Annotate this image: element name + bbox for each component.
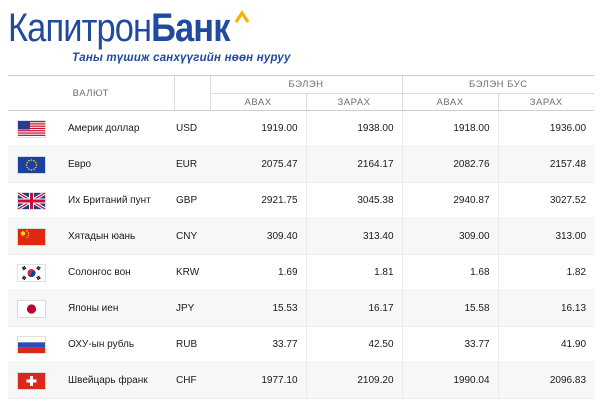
noncash-buy-rate: 1990.04 [402,362,499,399]
rate-row-cny: Хятадын юань CNY 309.40 313.40 309.00 313.00 [8,218,595,255]
cash-sell-rate: 1.81 [306,254,403,291]
bank-name: КапитронБанк [8,4,230,52]
noncash-sell-rate: 3027.52 [498,182,595,219]
currency-name: Америк доллар [60,110,175,147]
flag-cell [8,362,60,399]
flag-cell [8,218,60,255]
noncash-sell-rate: 41.90 [498,326,595,363]
cash-buy-rate: 1919.00 [210,110,307,147]
noncash-sell-rate: 1.82 [498,254,595,291]
noncash-buy-header: АВАХ [402,93,499,111]
noncash-buy-rate: 15.58 [402,290,499,327]
currency-name: Солонгос вон [60,254,175,291]
cash-buy-rate: 15.53 [210,290,307,327]
noncash-sell-rate: 2157.48 [498,146,595,183]
gb-flag-icon [18,192,45,209]
noncash-header: БЭЛЭН БУС [468,79,528,90]
jp-flag-icon [18,300,45,317]
currency-code: CHF [174,362,211,399]
eu-flag-icon [18,156,45,173]
noncash-buy-rate: 309.00 [402,218,499,255]
rate-row-usd: Америк доллар USD 1919.00 1938.00 1918.00 193… [8,110,595,147]
rate-row-jpy: Японы иен JPY 15.53 16.17 15.58 16.13 [8,290,595,327]
kr-flag-icon [18,264,45,281]
currency-code: KRW [174,254,211,291]
noncash-buy-rate: 1918.00 [402,110,499,147]
cash-sell-rate: 1938.00 [306,110,403,147]
bank-logo: КапитронБанк Таны түшиж санхүүгийн нөөн … [8,4,290,72]
exchange-rate-table: ВАЛЮТ БЭЛЭН БЭЛЭН БУС АВАХ ЗАРАХ АВАХ ЗА… [8,75,595,412]
currency-code: RUB [174,326,211,363]
bank-name-part1: Капитрон [8,6,152,50]
cash-sell-rate: 16.17 [306,290,403,327]
ch-flag-icon [18,372,45,389]
currency-code: USD [174,110,211,147]
currency-name: ОХУ-ын рубль [60,326,175,363]
us-flag-icon [18,120,45,137]
flag-cell [8,290,60,327]
cash-sell-rate: 42.50 [306,326,403,363]
cash-sell-rate: 2164.17 [306,146,403,183]
currency-name: Их Британий пунт [60,182,175,219]
cash-buy-rate: 2075.47 [210,146,307,183]
ru-flag-icon [18,336,45,353]
code-header [174,76,211,111]
noncash-buy-rate: 1.68 [402,254,499,291]
cash-sell-rate: 313.40 [306,218,403,255]
currency-code: EUR [174,146,211,183]
rate-row-krw: Солонгос вон KRW 1.69 1.81 1.68 1.82 [8,254,595,291]
bank-name-part2: Банк [151,6,230,50]
cash-buy-rate: 2921.75 [210,182,307,219]
currency-name: Хятадын юань [60,218,175,255]
flag-cell [8,254,60,291]
cash-buy-rate: 1977.10 [210,362,307,399]
noncash-buy-rate: 2082.76 [402,146,499,183]
flag-cell [8,182,60,219]
currency-header: ВАЛЮТ [8,76,175,111]
cn-flag-icon [18,228,45,245]
flag-cell [8,326,60,363]
cash-sell-header: ЗАРАХ [306,93,403,111]
cash-sell-rate: 3045.38 [306,182,403,219]
currency-name: Евро [60,146,175,183]
noncash-sell-header: ЗАРАХ [498,93,595,111]
cash-buy-rate: 309.40 [210,218,307,255]
currency-code: CNY [174,218,211,255]
currency-code: GBP [174,182,211,219]
noncash-sell-rate: 16.13 [498,290,595,327]
currency-name: Японы иен [60,290,175,327]
noncash-buy-rate: 33.77 [402,326,499,363]
rate-row-chf: Швейцарь франк CHF 1977.10 2109.20 1990.04 20… [8,362,595,399]
rate-row-rub: ОХУ-ын рубль RUB 33.77 42.50 33.77 41.90 [8,326,595,363]
flag-cell [8,110,60,147]
currency-name: Швейцарь франк [60,362,175,399]
noncash-buy-rate: 2940.87 [402,182,499,219]
noncash-sell-rate: 2096.83 [498,362,595,399]
rate-row-eur: Евро EUR 2075.47 2164.17 2082.76 2157.48 [8,146,595,183]
cash-sell-rate: 2109.20 [306,362,403,399]
bank-tagline: Таны түшиж санхүүгийн нөөн нуруу [72,52,291,64]
flag-cell [8,146,60,183]
cash-buy-rate: 1.69 [210,254,307,291]
rate-row-gbp: Их Британий пунт GBP 2921.75 3045.38 2940.87… [8,182,595,219]
cash-buy-rate: 33.77 [210,326,307,363]
logo-caret-icon [234,10,250,23]
cash-header: БЭЛЭН [210,76,403,94]
noncash-sell-rate: 313.00 [498,218,595,255]
noncash-sell-rate: 1936.00 [498,110,595,147]
currency-code: JPY [174,290,211,327]
cash-buy-header: АВАХ [210,93,307,111]
